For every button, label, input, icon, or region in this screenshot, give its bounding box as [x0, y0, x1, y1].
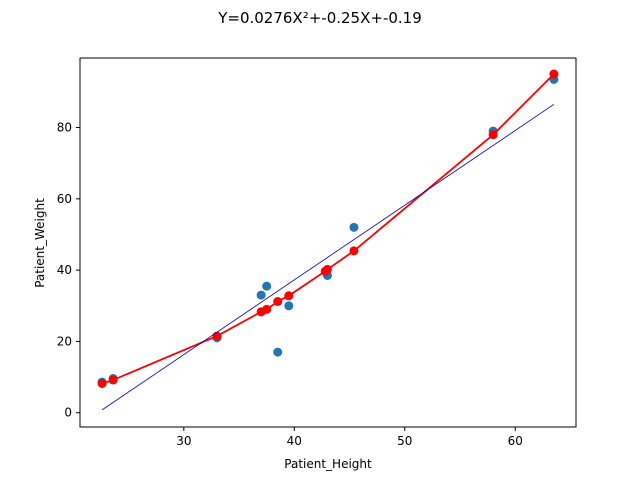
linear-fit-line: [101, 104, 555, 411]
fit-point: [488, 130, 498, 140]
scatter-point: [262, 281, 272, 291]
x-tick-label: 50: [397, 434, 412, 448]
x-tick-label: 30: [176, 434, 191, 448]
fit-point: [284, 291, 294, 301]
y-tick-label: 60: [57, 192, 72, 206]
fit-point: [322, 264, 332, 274]
fit-point: [262, 304, 272, 314]
y-tick-label: 40: [57, 263, 72, 277]
chart-title: Y=0.0276X²+-0.25X+-0.19: [217, 9, 422, 27]
x-tick-label: 60: [508, 434, 523, 448]
scatter-point: [284, 301, 294, 311]
fit-point: [349, 246, 359, 256]
polynomial-fit-line: [101, 73, 555, 385]
y-axis-label: Patient_Weight: [33, 198, 47, 288]
fit-point: [108, 375, 118, 385]
x-tick-label: 40: [287, 434, 302, 448]
y-tick-label: 20: [57, 334, 72, 348]
fit-point: [97, 379, 107, 389]
x-axis: 30 40 50 60: [176, 427, 523, 448]
scatter-point: [349, 222, 359, 232]
scatter-point: [256, 290, 266, 300]
plot-area: [97, 69, 559, 411]
scatter-point: [273, 347, 283, 357]
y-tick-label: 80: [57, 121, 72, 135]
fit-point: [549, 69, 559, 79]
axes-frame: [79, 57, 577, 428]
y-tick-label: 0: [64, 406, 72, 420]
fit-point: [273, 297, 283, 307]
x-axis-label: Patient_Height: [284, 457, 372, 471]
y-axis: 0 20 40 60 80: [57, 121, 80, 420]
fit-point: [212, 331, 222, 341]
